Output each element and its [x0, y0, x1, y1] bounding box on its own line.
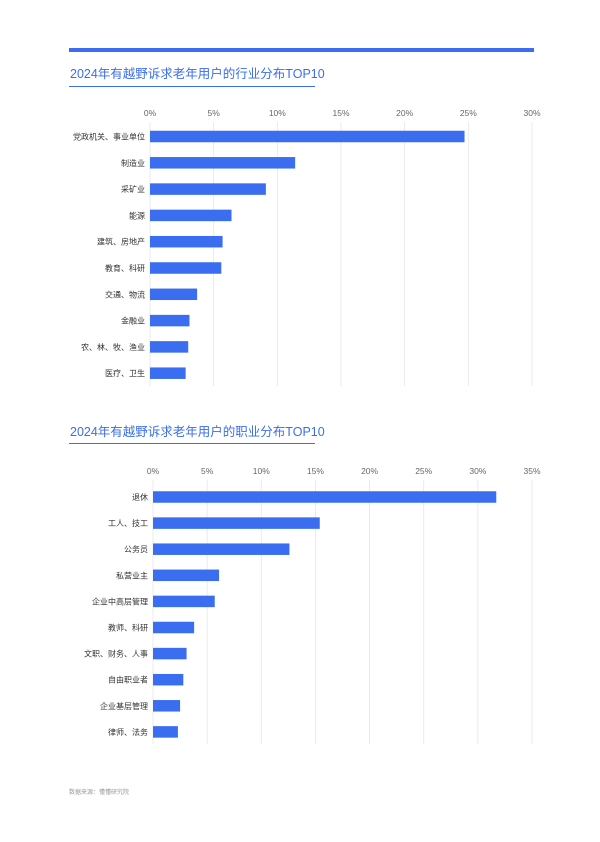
- bar: [150, 367, 186, 379]
- category-label: 医疗、卫生: [105, 368, 145, 378]
- x-tick-label: 0%: [144, 108, 157, 118]
- category-label: 能源: [129, 210, 145, 220]
- x-tick-label: 30%: [469, 466, 486, 476]
- category-label: 教师、科研: [108, 623, 148, 633]
- x-tick-label: 35%: [523, 466, 540, 476]
- bar: [150, 262, 222, 274]
- category-label: 教育、科研: [105, 263, 145, 273]
- occupation-chart-title: 2024年有越野诉求老年用户的职业分布TOP10: [70, 425, 325, 439]
- occupation-distribution-chart: 0% 5% 10% 15% 20% 25% 30% 35% 退休工人、技工公务员私营业主企业中高…: [84, 466, 541, 744]
- bar: [153, 517, 320, 529]
- category-label: 律师、法务: [108, 727, 148, 737]
- bar: [153, 543, 290, 555]
- category-label: 公务员: [124, 544, 148, 554]
- x-tick-label: 30%: [523, 108, 540, 118]
- occupation-title-rule: [69, 443, 315, 444]
- category-label: 自由职业者: [108, 675, 148, 685]
- x-tick-label: 25%: [460, 108, 477, 118]
- bar: [150, 314, 190, 327]
- x-tick-label: 5%: [201, 466, 214, 476]
- category-label: 企业中高层管理: [92, 596, 148, 606]
- x-tick-label: 20%: [396, 108, 413, 118]
- bar: [153, 491, 497, 503]
- top-accent-rule: [69, 48, 534, 52]
- bar: [153, 647, 187, 660]
- category-label: 党政机关、事业单位: [73, 132, 145, 142]
- bar: [150, 288, 198, 301]
- category-label: 建筑、房地产: [97, 237, 145, 247]
- category-label: 退休: [132, 492, 148, 502]
- category-label: 交通、物流: [105, 289, 145, 299]
- bar: [153, 595, 215, 608]
- category-label: 农、林、牧、渔业: [81, 342, 145, 352]
- category-label: 企业基层管理: [100, 701, 148, 711]
- x-tick-label: 20%: [361, 466, 378, 476]
- bar: [150, 130, 465, 143]
- category-label: 文职、财务、人事: [84, 649, 148, 659]
- data-source-note: 数据来源：懂懂研究院: [69, 790, 130, 796]
- bar: [153, 621, 195, 634]
- bar: [153, 700, 181, 712]
- x-tick-label: 10%: [253, 466, 270, 476]
- industry-chart-title: 2024年有越野诉求老年用户的行业分布TOP10: [70, 67, 325, 81]
- category-label: 工人、技工: [108, 518, 148, 528]
- bar: [150, 209, 232, 222]
- x-tick-label: 15%: [332, 108, 349, 118]
- category-label: 金融业: [121, 316, 145, 326]
- category-label: 私营业主: [116, 570, 148, 580]
- x-tick-label: 10%: [269, 108, 286, 118]
- industry-title-rule: [69, 86, 315, 87]
- bar: [150, 341, 189, 353]
- bar: [153, 569, 220, 582]
- industry-distribution-chart: 0% 5% 10% 15% 20% 25% 30% 党政机关、事业单位制造业采矿业能源建筑、房…: [73, 108, 541, 386]
- bar: [153, 726, 178, 738]
- x-tick-label: 25%: [415, 466, 432, 476]
- bar: [150, 157, 296, 169]
- category-label: 制造业: [121, 158, 145, 168]
- bar: [150, 183, 266, 195]
- x-tick-label: 0%: [147, 466, 160, 476]
- category-label: 采矿业: [121, 184, 145, 194]
- bar: [150, 235, 223, 248]
- bar: [153, 673, 184, 686]
- x-tick-label: 5%: [208, 108, 221, 118]
- x-tick-label: 15%: [307, 466, 324, 476]
